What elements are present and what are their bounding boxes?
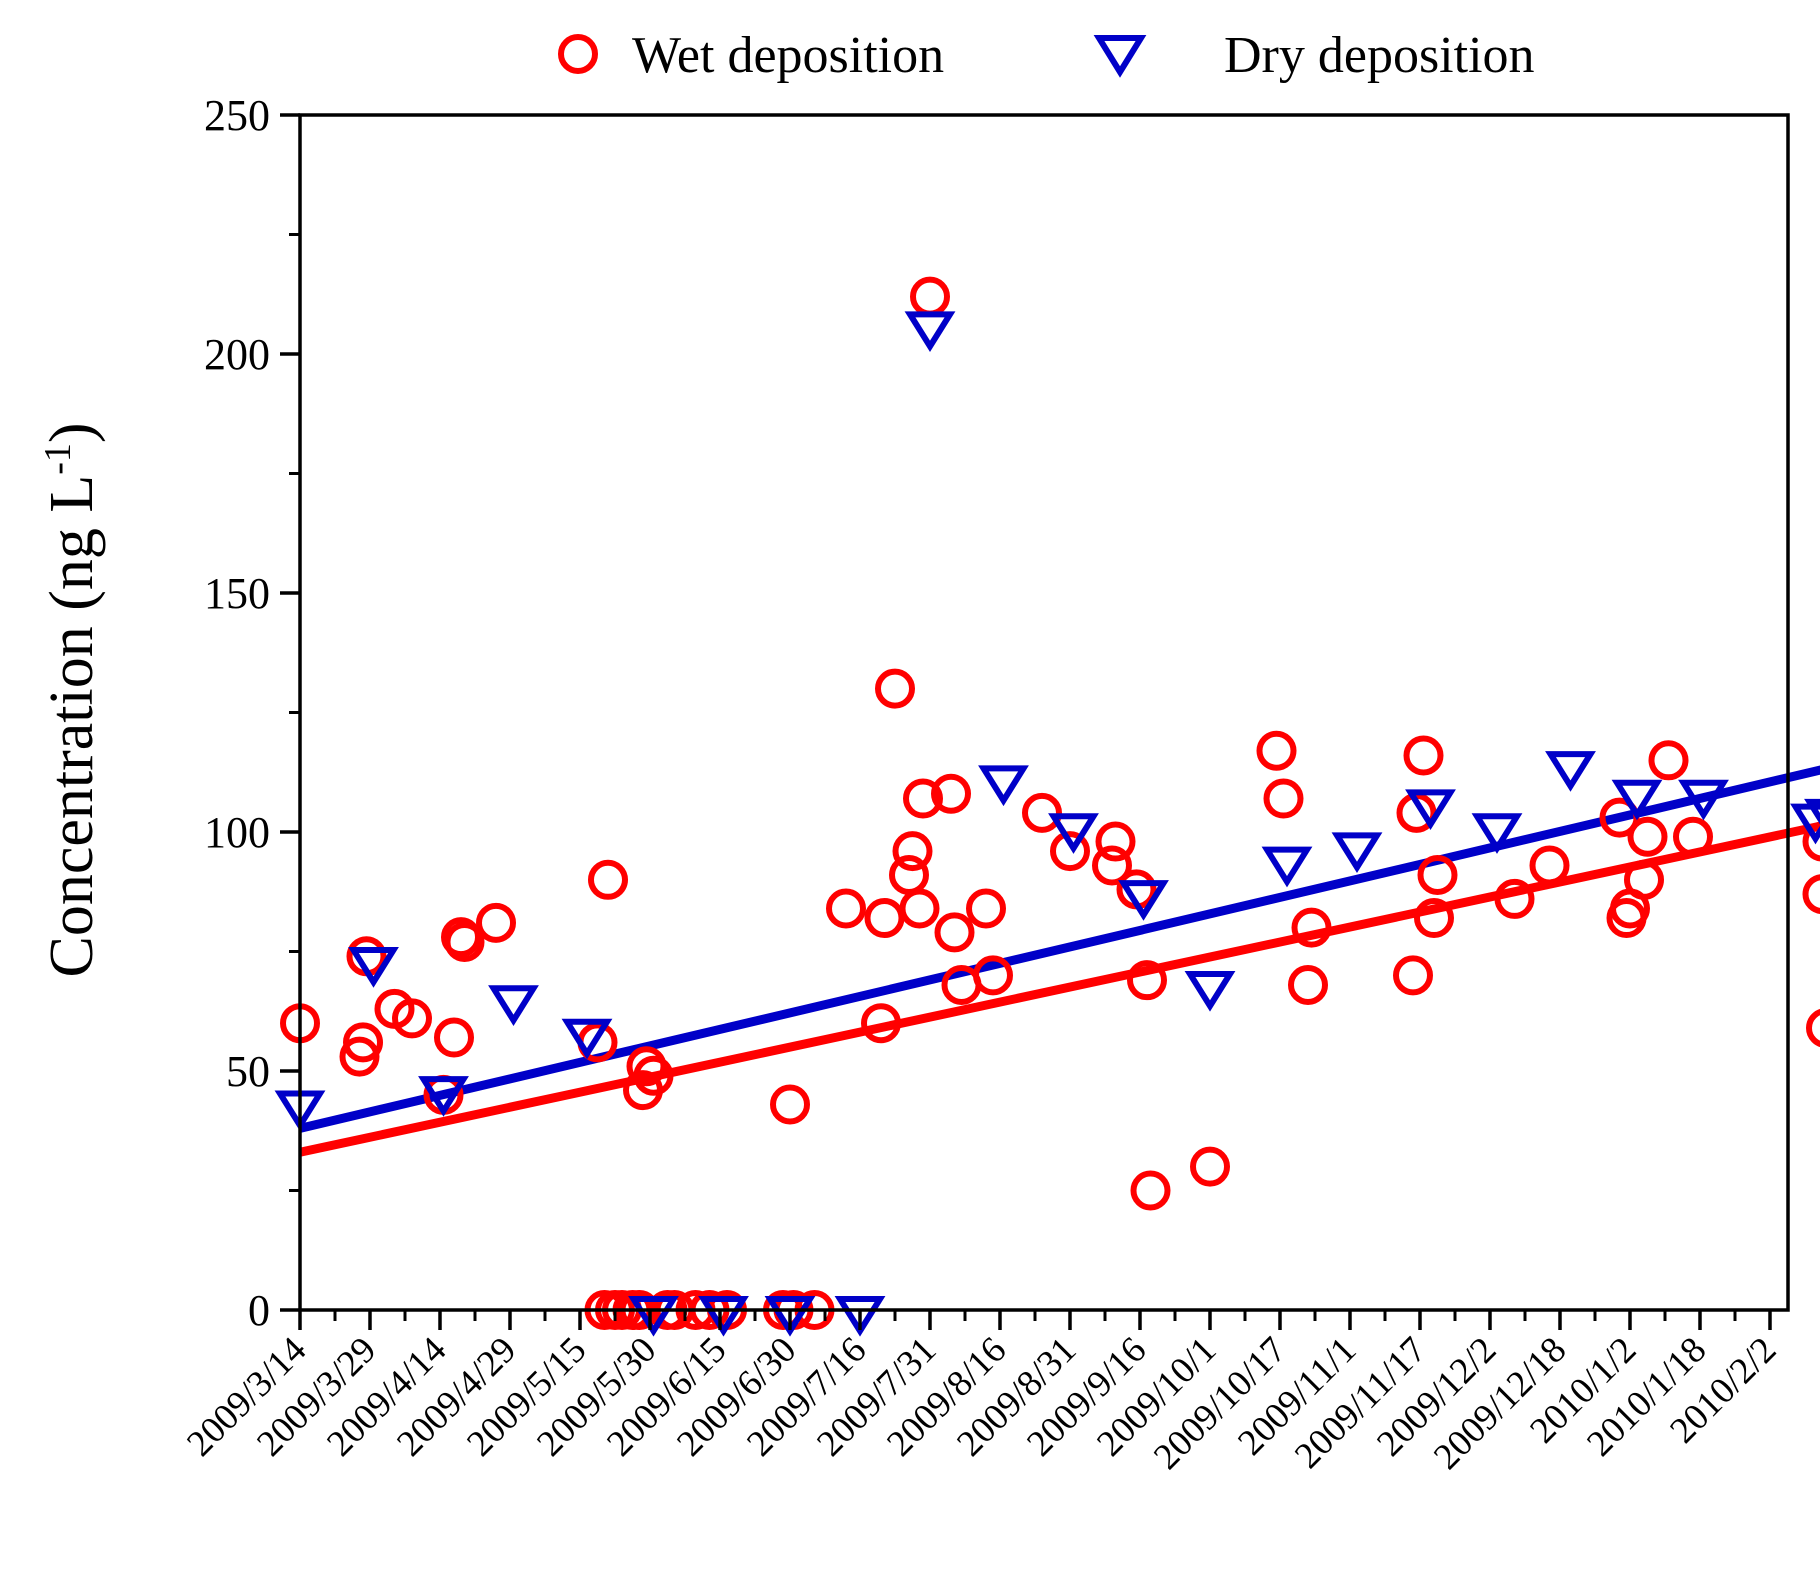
series-dry <box>274 311 1820 1337</box>
wet-point <box>1673 816 1713 857</box>
wet-point <box>588 859 628 900</box>
y-axis-title-superscript: -1 <box>37 443 79 475</box>
trend-line-dry <box>298 765 1820 1133</box>
legend-dry-marker <box>1093 35 1147 78</box>
wet-point <box>1092 845 1132 886</box>
trend-line-wet <box>299 821 1820 1157</box>
wet-point <box>633 1055 674 1096</box>
wet-point <box>892 831 933 872</box>
wet-point <box>1802 821 1820 862</box>
legend-wet-marker <box>558 34 598 74</box>
y-tick-label: 50 <box>226 1047 270 1096</box>
wet-point <box>1288 964 1328 1005</box>
dry-point <box>1678 779 1729 821</box>
wet-point <box>875 668 915 709</box>
wet-point <box>864 898 905 939</box>
dry-point <box>764 1296 816 1337</box>
dry-point <box>628 1296 679 1337</box>
wet-point <box>1494 878 1535 919</box>
wet-point <box>1130 1170 1171 1211</box>
y-axis-title-main: Concentration (ng L <box>38 475 106 978</box>
wet-point <box>903 778 943 819</box>
dry-point <box>1471 813 1523 854</box>
wet-point <box>1127 960 1167 1001</box>
wet-point <box>966 888 1006 929</box>
wet-point <box>1396 792 1437 833</box>
wet-point <box>973 955 1013 996</box>
dry-point <box>561 1018 613 1060</box>
wet-point <box>1417 855 1458 896</box>
dry-point <box>834 1296 886 1337</box>
wet-point <box>1802 874 1820 914</box>
legend-wet-label: Wet deposition <box>632 27 944 84</box>
axes <box>280 113 1790 1330</box>
dry-point <box>1048 813 1099 854</box>
y-tick-label: 0 <box>248 1286 270 1335</box>
y-tick-label: 200 <box>204 330 270 379</box>
wet-point <box>770 1084 810 1125</box>
data-points <box>274 276 1820 1337</box>
wet-point <box>934 912 975 953</box>
wet-point <box>1263 778 1304 819</box>
y-tick-label: 250 <box>204 91 270 140</box>
wet-point <box>1403 735 1444 776</box>
trend-lines <box>298 765 1820 1157</box>
dry-point <box>698 1296 749 1337</box>
wet-point <box>1529 845 1570 886</box>
wet-point <box>1291 907 1332 948</box>
wet-point <box>444 921 485 962</box>
wet-point <box>1414 898 1454 939</box>
legend: Wet deposition Dry deposition <box>558 27 1535 84</box>
dry-point <box>978 765 1029 807</box>
wet-point <box>899 888 940 929</box>
y-tick-label: 100 <box>204 808 270 857</box>
dry-point <box>348 947 399 988</box>
dry-point <box>1261 846 1313 888</box>
dry-point <box>1331 832 1383 874</box>
dry-point <box>418 1076 469 1117</box>
wet-point <box>861 1003 901 1044</box>
wet-point <box>626 1046 667 1087</box>
y-axis-title-close: ) <box>38 422 106 443</box>
dry-point <box>1405 789 1456 830</box>
dry-point <box>1611 779 1663 821</box>
wet-point <box>1806 1008 1820 1048</box>
wet-point <box>1256 730 1297 771</box>
wet-point <box>1190 1146 1230 1187</box>
dry-point <box>488 985 539 1026</box>
wet-point <box>1095 821 1136 862</box>
y-tick-label: 150 <box>204 569 270 618</box>
wet-point <box>1022 792 1062 833</box>
wet-point <box>476 902 516 943</box>
wet-point <box>1648 740 1689 781</box>
wet-point <box>434 1017 474 1058</box>
dry-point <box>1184 970 1236 1012</box>
wet-point <box>1627 816 1668 857</box>
legend-dry-label: Dry deposition <box>1224 27 1535 84</box>
wet-point <box>392 998 432 1039</box>
wet-point <box>826 888 866 929</box>
wet-point <box>1624 859 1664 900</box>
dry-point <box>904 311 956 352</box>
wet-point <box>1393 955 1433 996</box>
series-wet <box>280 276 1820 1330</box>
y-axis-title: Concentration (ng L-1) <box>37 422 106 977</box>
dry-point <box>1118 880 1169 921</box>
wet-point <box>931 773 971 814</box>
wet-point <box>343 1022 383 1063</box>
dry-point <box>1545 751 1596 792</box>
wet-point <box>1050 831 1090 872</box>
